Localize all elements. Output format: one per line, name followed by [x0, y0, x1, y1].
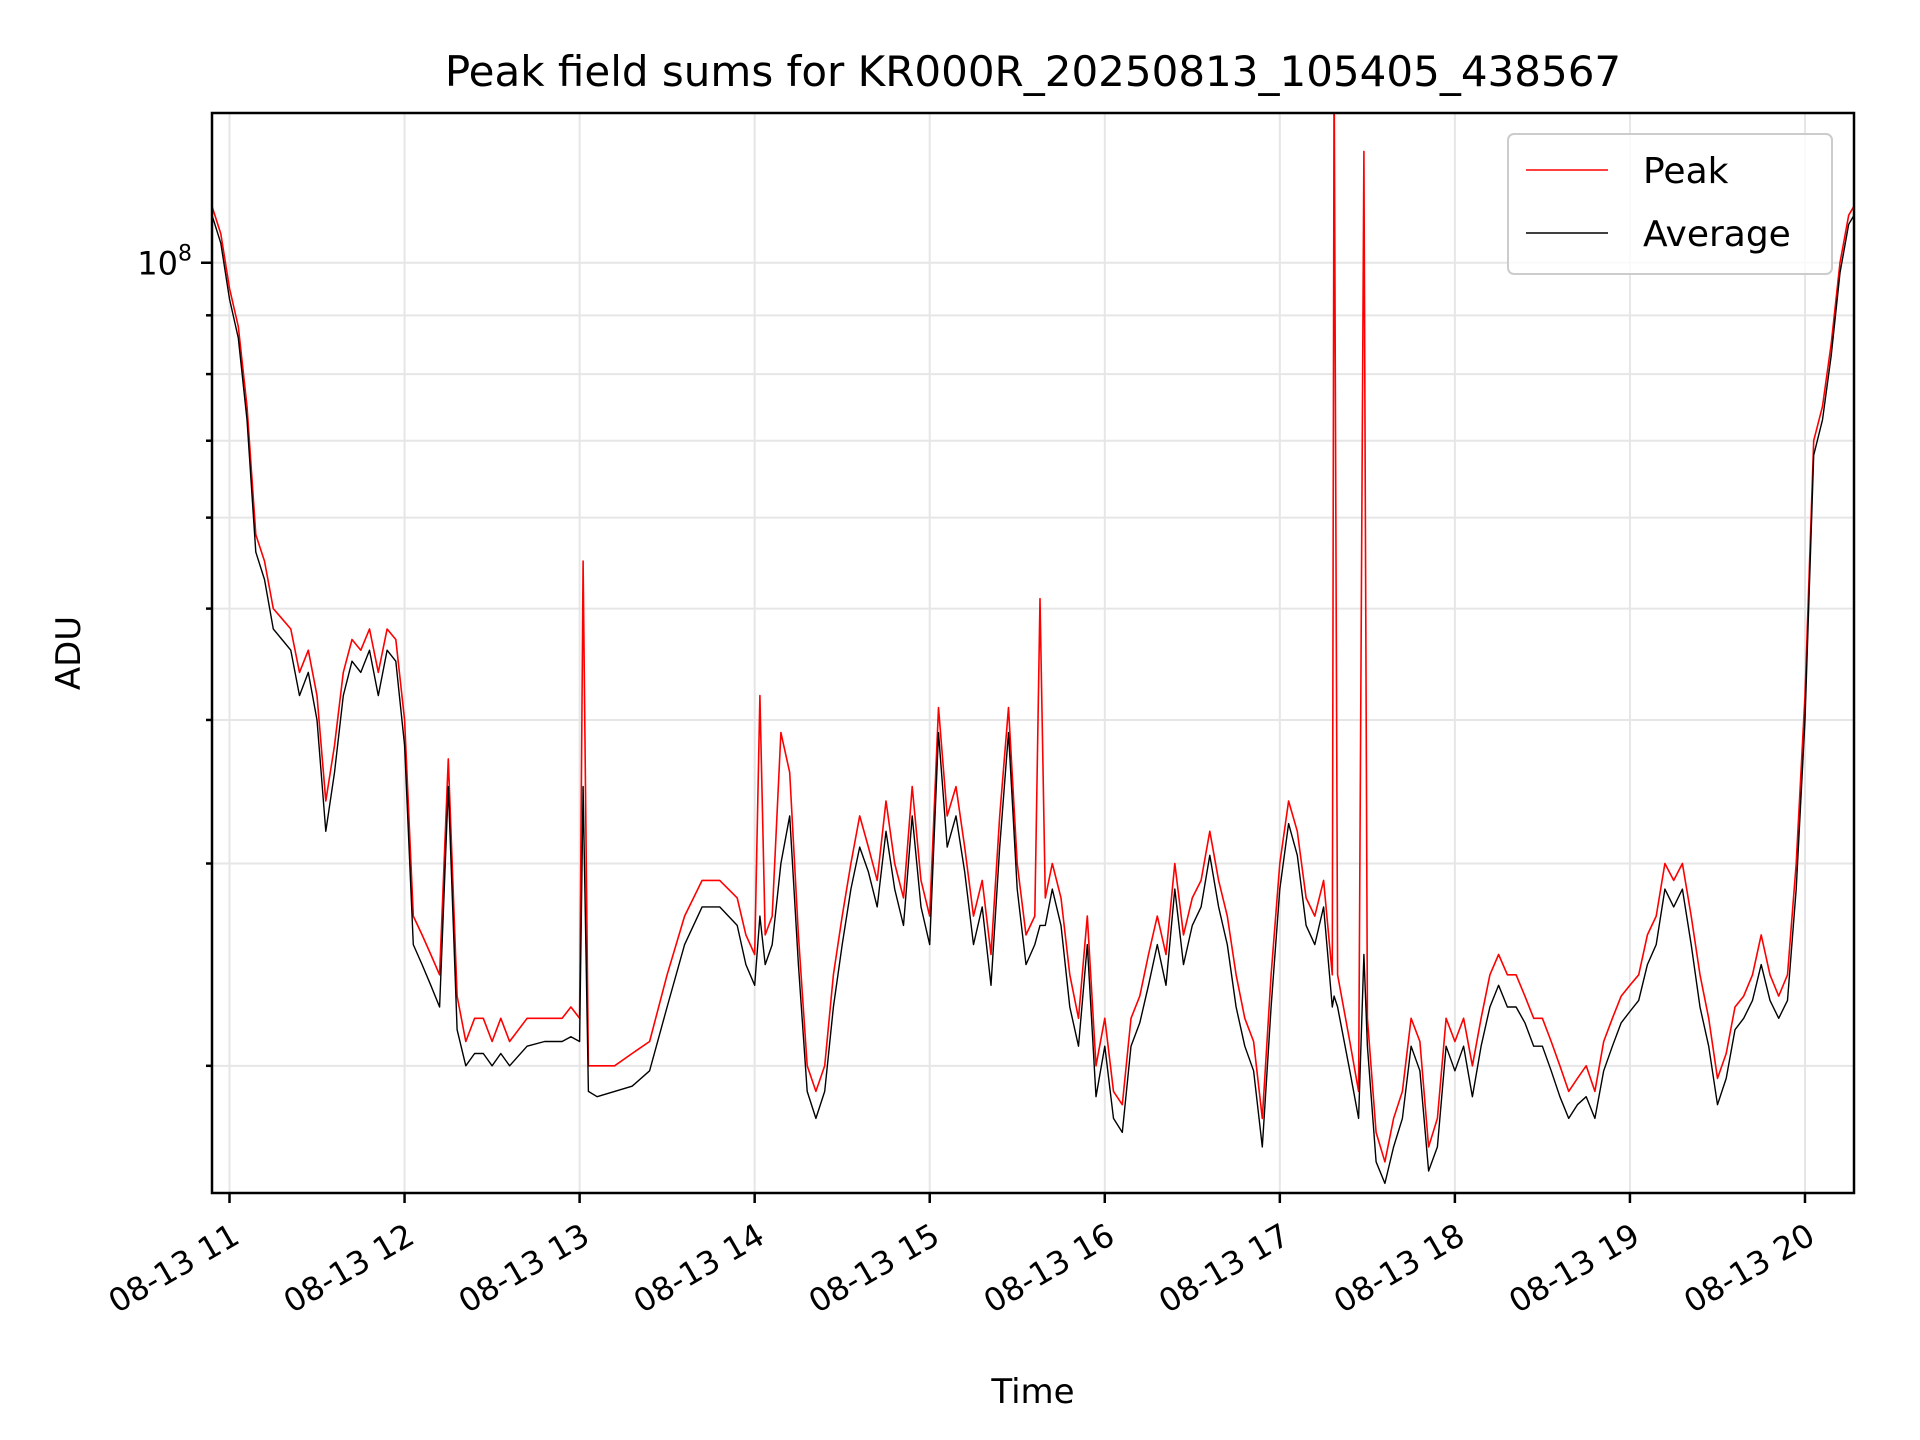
x-grid — [228, 113, 1806, 1193]
series-average-line — [212, 214, 1854, 1185]
plot-area-background — [212, 113, 1854, 1193]
legend: Peak Average — [1507, 133, 1833, 275]
legend-average-label: Average — [1643, 214, 1791, 255]
chart-title: Peak field sums for KR000R_20250813_1054… — [445, 47, 1621, 96]
y-grid — [212, 261, 1854, 1067]
legend-box — [1507, 133, 1833, 275]
series-peak-line — [212, 113, 1854, 1163]
series-layer — [212, 113, 1854, 1185]
y-tick-label: 108 — [137, 242, 192, 283]
x-axis-label: Time — [990, 1372, 1074, 1412]
y-axis-ticks: 108 — [137, 242, 212, 1068]
y-axis-label: ADU — [49, 616, 89, 690]
legend-peak-label: Peak — [1643, 151, 1729, 192]
plot-frame — [210, 111, 1856, 1195]
